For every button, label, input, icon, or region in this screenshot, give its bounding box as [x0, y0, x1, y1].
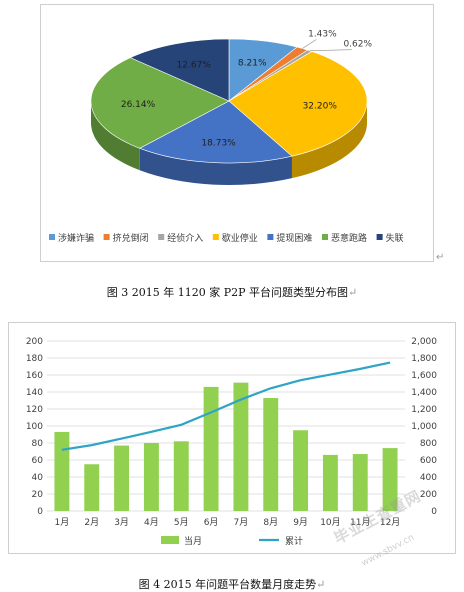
legend-swatch-bars — [161, 536, 179, 544]
pie-chart: 8.21% 1.43% 0.62% 32.20% 18.73% 26.14% 12.67% 涉… — [49, 29, 404, 244]
left-tick-label: 140 — [26, 388, 43, 398]
x-tick-label: 10月 — [320, 517, 340, 528]
right-tick-label: 0 — [431, 507, 437, 517]
combo-chart-frame: 0 0 20 200 40 400 60 600 80 800 100 1,000 120 1,200 14… — [8, 322, 456, 554]
pie-label-2: 0.62% — [343, 40, 372, 50]
pie-leader-2 — [309, 49, 352, 52]
pie-legend-swatch-2 — [158, 234, 165, 240]
x-tick-label: 9月 — [293, 517, 308, 528]
figure-3-caption-text: 图 3 2015 年 1120 家 P2P 平台问题类型分布图 — [106, 286, 349, 299]
x-tick-label: 5月 — [174, 517, 189, 528]
bar-9 — [293, 430, 309, 511]
pie-legend-label-0: 涉嫌诈骗 — [58, 232, 94, 244]
pie-slice-3 — [228, 51, 368, 157]
bar-6 — [203, 386, 219, 511]
pie-legend-label-1: 挤兑倒闭 — [113, 232, 149, 244]
bar-11 — [352, 454, 368, 511]
left-tick-label: 20 — [32, 490, 44, 500]
bar-7 — [233, 382, 249, 511]
pie-label-0: 8.21% — [238, 58, 267, 68]
right-tick-label: 2,000 — [411, 337, 437, 347]
pie-label-3: 32.20% — [303, 101, 338, 111]
left-tick-label: 40 — [32, 473, 44, 483]
pie-legend-swatch-1 — [103, 234, 110, 240]
right-tick-label: 800 — [420, 439, 437, 449]
bar-2 — [84, 464, 100, 511]
left-tick-label: 60 — [32, 456, 44, 466]
figure-4-caption-text: 图 4 2015 年问题平台数量月度走势 — [138, 578, 317, 591]
pie-legend-label-2: 经侦介入 — [167, 232, 203, 244]
pie-chart-frame: 8.21% 1.43% 0.62% 32.20% 18.73% 26.14% 12.67% 涉… — [40, 4, 434, 262]
pie-slice-5 — [90, 57, 230, 149]
x-tick-label: 8月 — [263, 517, 278, 528]
right-tick-label: 200 — [420, 490, 437, 500]
pie-label-4: 18.73% — [201, 139, 236, 149]
x-tick-label: 12月 — [380, 517, 400, 528]
bar-4 — [143, 443, 159, 511]
left-tick-label: 0 — [37, 507, 43, 517]
left-tick-label: 80 — [32, 439, 44, 449]
left-tick-label: 100 — [26, 422, 43, 432]
legend-label-bars: 当月 — [184, 535, 202, 547]
right-tick-label: 1,800 — [411, 354, 437, 364]
left-tick-label: 160 — [26, 371, 43, 381]
pie-legend-swatch-0 — [49, 234, 55, 240]
right-tick-label: 1,000 — [411, 422, 437, 432]
pie-label-6: 12.67% — [177, 60, 212, 70]
pie-legend-swatch-5 — [322, 234, 328, 240]
pie-side-3 — [291, 101, 367, 179]
pie-leader-1 — [302, 39, 317, 49]
pie-legend-label-6: 失联 — [386, 232, 404, 244]
right-tick-label: 600 — [420, 456, 437, 466]
x-tick-label: 2月 — [84, 517, 99, 528]
right-tick-label: 1,400 — [411, 388, 437, 398]
left-tick-label: 120 — [26, 405, 43, 415]
pie-label-1: 1.43% — [308, 29, 337, 39]
pie-slice-6 — [129, 38, 230, 102]
legend-label-line: 累计 — [285, 535, 303, 547]
bar-10 — [322, 454, 338, 511]
bar-12 — [382, 448, 398, 511]
x-tick-label: 7月 — [234, 517, 249, 528]
bar-8 — [263, 397, 279, 511]
combo-chart: 0 0 20 200 40 400 60 600 80 800 100 1,000 120 1,200 14… — [26, 337, 437, 547]
x-tick-label: 4月 — [144, 517, 159, 528]
pie-legend-swatch-4 — [267, 234, 274, 240]
x-tick-label: 3月 — [114, 517, 129, 528]
pie-legend-label-5: 恶意跑路 — [331, 232, 367, 244]
pie-legend-swatch-3 — [212, 234, 219, 240]
figure-3-caption: 图 3 2015 年 1120 家 P2P 平台问题类型分布图↵ — [106, 286, 358, 299]
right-tick-label: 1,200 — [411, 405, 437, 415]
pie-legend-swatch-6 — [376, 234, 383, 240]
pie-label-5: 26.14% — [121, 100, 156, 110]
right-tick-label: 1,600 — [411, 371, 437, 381]
x-tick-label: 6月 — [204, 517, 219, 528]
figure-4-caption: 图 4 2015 年问题平台数量月度走势↵ — [138, 578, 326, 591]
x-tick-label: 1月 — [55, 517, 70, 528]
left-tick-label: 200 — [26, 337, 43, 347]
pie-side-5 — [91, 101, 140, 171]
paragraph-mark: ↵ — [436, 252, 445, 263]
bar-5 — [173, 441, 189, 511]
right-tick-label: 400 — [420, 473, 437, 483]
pie-slice-4 — [139, 100, 293, 164]
bar-1 — [54, 431, 70, 511]
bar-3 — [114, 445, 130, 511]
left-tick-label: 180 — [26, 354, 43, 364]
pie-legend-label-4: 提现困难 — [276, 233, 312, 244]
x-tick-label: 11月 — [350, 517, 370, 528]
pie-legend-label-3: 歇业停业 — [222, 232, 258, 244]
cumulative-line — [61, 361, 391, 451]
pie-side-4 — [139, 148, 292, 185]
